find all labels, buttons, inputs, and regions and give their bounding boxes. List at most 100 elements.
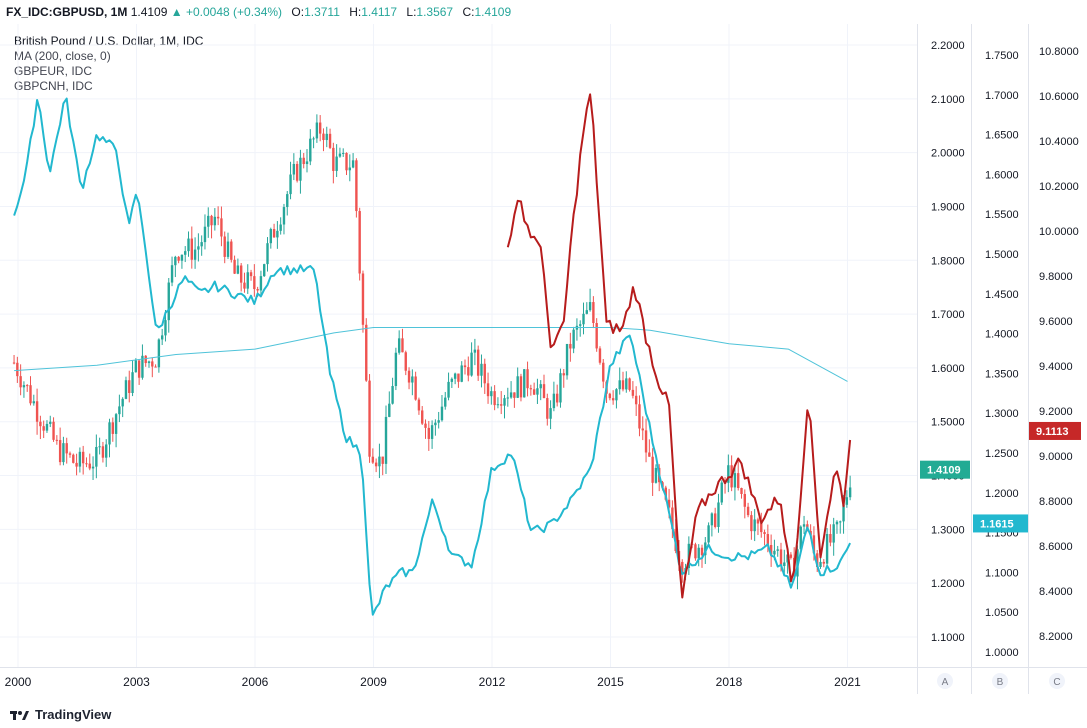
candle-body bbox=[239, 265, 243, 283]
axis-a-button[interactable] bbox=[937, 673, 953, 689]
candle-body bbox=[440, 406, 444, 421]
candle-body bbox=[562, 373, 565, 376]
candle-body bbox=[789, 554, 793, 558]
candle-body bbox=[700, 547, 704, 556]
candle-body bbox=[42, 426, 45, 431]
close-value: 1.4109 bbox=[474, 5, 512, 19]
candle-body bbox=[526, 369, 529, 389]
candle-body bbox=[12, 362, 16, 364]
candle-body bbox=[272, 229, 276, 238]
candle-body bbox=[437, 420, 440, 423]
candle-body bbox=[263, 264, 266, 277]
axis-c-button[interactable] bbox=[1049, 673, 1065, 689]
chart-grid bbox=[0, 24, 917, 667]
tradingview-brand[interactable]: TradingView bbox=[35, 707, 112, 722]
candle-body bbox=[552, 393, 556, 409]
candle-body bbox=[779, 549, 783, 566]
y-tick-label-b: 1.7500 bbox=[985, 50, 1019, 62]
x-tick-label: 2003 bbox=[123, 675, 150, 689]
candle-body bbox=[740, 488, 743, 494]
legend-gbpeur-series[interactable]: GBPEUR, IDC bbox=[14, 64, 93, 78]
candle-body bbox=[839, 521, 842, 523]
candle-body bbox=[378, 456, 381, 467]
candle-body bbox=[799, 526, 802, 550]
candle-body bbox=[220, 218, 223, 237]
gbpcnh-badge bbox=[1029, 421, 1081, 440]
candle-body bbox=[509, 392, 513, 398]
candle-body bbox=[848, 487, 852, 498]
candle-body bbox=[483, 363, 486, 384]
candle-body bbox=[539, 384, 542, 389]
y-tick-label-a: 1.9000 bbox=[931, 201, 965, 213]
candle-body bbox=[384, 416, 388, 464]
y-tick-label-c: 9.0000 bbox=[1039, 451, 1073, 463]
candle-body bbox=[200, 242, 203, 247]
legend-gbpcnh-series[interactable]: GBPCNH, IDC bbox=[14, 79, 93, 93]
y-tick-label-c: 9.6000 bbox=[1039, 316, 1073, 328]
candle-body bbox=[707, 525, 710, 543]
candle-body bbox=[226, 241, 230, 257]
candle-body bbox=[32, 401, 35, 404]
candle-body bbox=[98, 446, 101, 448]
candle-body bbox=[157, 339, 161, 368]
candle-body bbox=[829, 534, 832, 543]
candle-body bbox=[88, 463, 91, 469]
candle-body bbox=[704, 542, 707, 556]
candle-body bbox=[160, 335, 164, 340]
candle-body bbox=[473, 349, 477, 353]
candle-body bbox=[269, 229, 272, 244]
candle-body bbox=[355, 160, 358, 212]
axis-b-button[interactable] bbox=[992, 673, 1008, 689]
candle-body bbox=[430, 425, 434, 439]
y-tick-label-c: 9.8000 bbox=[1039, 271, 1073, 283]
candle-body bbox=[424, 423, 427, 428]
candle-body bbox=[131, 372, 134, 393]
candle-body bbox=[318, 122, 322, 134]
candle-body bbox=[207, 215, 210, 227]
candle-body bbox=[743, 493, 746, 507]
footer-branding: TradingView bbox=[10, 706, 111, 724]
candle-body bbox=[167, 282, 170, 321]
y-tick-label-a: 1.6000 bbox=[931, 363, 965, 375]
axis-buttons: A B C bbox=[937, 673, 1065, 689]
open-value: 1.3711 bbox=[304, 5, 340, 19]
candle-body bbox=[490, 391, 493, 397]
y-tick-label-a: 1.7000 bbox=[931, 309, 965, 321]
axis-b-button-label: B bbox=[997, 677, 1004, 688]
candle-body bbox=[16, 362, 19, 377]
candle-body bbox=[52, 421, 55, 440]
candle-body bbox=[253, 276, 256, 290]
y-tick-label-b: 1.4500 bbox=[985, 289, 1019, 301]
candle-body bbox=[585, 310, 588, 314]
candle-body bbox=[667, 499, 671, 508]
candle-body bbox=[55, 439, 59, 441]
tradingview-logo-icon bbox=[10, 711, 29, 720]
x-tick-label: 2012 bbox=[479, 675, 506, 689]
candle-body bbox=[338, 153, 342, 157]
y-tick-label-c: 10.4000 bbox=[1039, 136, 1079, 148]
x-tick-label: 2006 bbox=[242, 675, 269, 689]
candle-body bbox=[592, 302, 595, 323]
candle-body bbox=[170, 265, 174, 283]
candle-body bbox=[312, 138, 315, 140]
candle-body bbox=[523, 369, 526, 398]
candle-body bbox=[694, 544, 697, 559]
candle-body bbox=[467, 367, 470, 376]
x-tick-label: 2018 bbox=[716, 675, 743, 689]
candle-body bbox=[671, 507, 674, 529]
candle-body bbox=[72, 454, 75, 463]
legend-ma-series[interactable]: MA (200, close, 0) bbox=[14, 49, 111, 63]
y-tick-label-b: 1.3500 bbox=[985, 368, 1019, 380]
candle-body bbox=[536, 388, 539, 395]
candle-body bbox=[769, 544, 773, 555]
symbol-name[interactable]: FX_IDC:GBPUSD, 1M bbox=[6, 5, 128, 19]
y-tick-label-b: 1.5500 bbox=[985, 209, 1019, 221]
axis-a-button-label: A bbox=[942, 677, 949, 688]
open-label: O: bbox=[291, 5, 305, 19]
candle-body bbox=[720, 482, 723, 503]
candle-body bbox=[470, 352, 473, 376]
y-tick-label-a: 2.2000 bbox=[931, 40, 965, 52]
candle-body bbox=[299, 157, 302, 181]
candle-body bbox=[555, 393, 559, 403]
